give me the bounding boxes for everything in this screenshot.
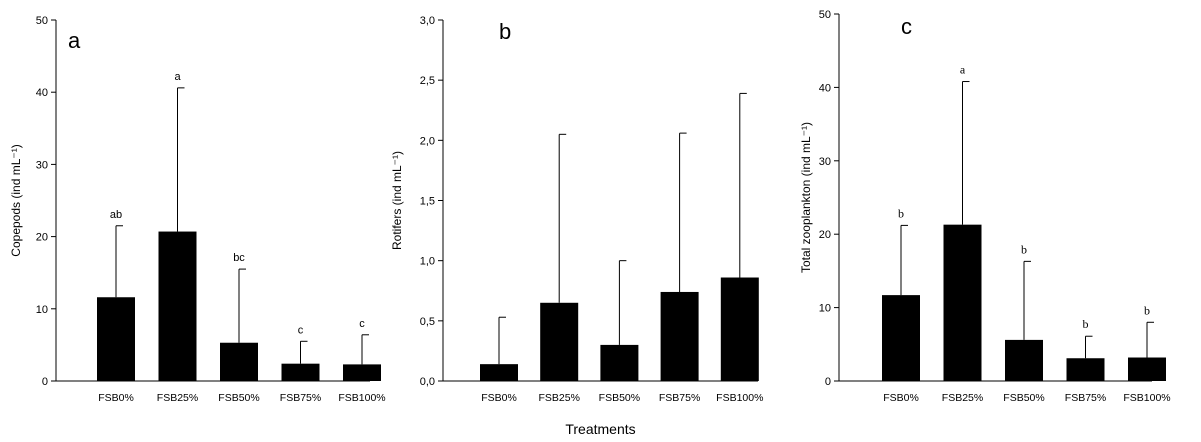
bar	[600, 344, 639, 381]
bar	[720, 277, 759, 381]
y-tick-label: 0	[42, 376, 48, 388]
chart-panel-c: 0 10 20 30 40 50 FSB0% b FSB25% a FSB50% b FSB75% b FS…	[799, 9, 1171, 404]
significance-letter: a	[960, 63, 966, 77]
y-axis-title: Total zooplankton (ind mL⁻¹)	[799, 122, 813, 273]
significance-letter: b	[898, 206, 904, 220]
significance-letter: c	[359, 318, 365, 330]
y-tick-label: 1,5	[420, 196, 435, 208]
x-tick-label: FSB25%	[157, 392, 198, 404]
significance-letter: ab	[110, 209, 122, 221]
y-tick-label: 30	[36, 159, 48, 171]
chart-panel-a: 0 10 20 30 40 50 FSB0% ab FSB25% a FSB50% bc FSB75% c…	[9, 15, 386, 404]
x-tick-label: FSB0%	[883, 392, 919, 404]
y-axis-title: Rotifers (ind mL⁻¹)	[390, 151, 404, 250]
y-tick-label: 20	[36, 232, 48, 244]
bar	[1005, 339, 1043, 381]
bar	[1066, 358, 1105, 381]
x-tick-label: FSB50%	[1003, 392, 1044, 404]
x-tick-label: FSB75%	[659, 392, 700, 404]
x-tick-label: FSB100%	[716, 392, 763, 404]
y-tick-label: 40	[819, 82, 831, 94]
significance-letter: a	[174, 71, 181, 83]
x-tick-label: FSB0%	[481, 392, 517, 404]
significance-letter: b	[1083, 317, 1089, 331]
x-tick-label: FSB75%	[1065, 392, 1106, 404]
x-tick-label: FSB50%	[218, 392, 259, 404]
x-tick-label: FSB25%	[942, 392, 983, 404]
bar	[540, 302, 579, 381]
x-tick-label: FSB0%	[98, 392, 134, 404]
x-tick-label: FSB50%	[599, 392, 640, 404]
bar	[480, 364, 518, 381]
y-tick-label: 40	[36, 87, 48, 99]
bar	[660, 291, 699, 381]
significance-letter: b	[1021, 242, 1027, 256]
chart-panel-b: 0,0 0,5 1,0 1,5 2,0 2,5 3,0 FSB0% FSB25% FSB50% FS…	[390, 15, 763, 404]
x-tick-label: FSB75%	[280, 392, 321, 404]
bar	[281, 363, 320, 381]
significance-letter: bc	[233, 252, 245, 264]
y-axis-title: Copepods (ind mL⁻¹)	[9, 144, 23, 256]
bar	[343, 364, 381, 381]
bar	[97, 297, 135, 381]
bar	[882, 295, 920, 381]
y-tick-label: 2,5	[420, 75, 435, 87]
y-tick-label: 0	[825, 376, 831, 388]
y-tick-label: 3,0	[420, 15, 435, 27]
significance-letter: b	[1144, 303, 1150, 317]
y-tick-label: 10	[36, 304, 48, 316]
y-tick-label: 50	[819, 9, 831, 21]
bar	[220, 342, 258, 381]
y-tick-label: 2,0	[420, 135, 435, 147]
panel-letter: c	[901, 14, 912, 39]
y-tick-label: 30	[819, 156, 831, 168]
panel-letter: b	[499, 19, 511, 44]
panel-letter: a	[68, 28, 81, 53]
bar	[1128, 357, 1166, 381]
y-tick-label: 50	[36, 15, 48, 27]
bar	[158, 231, 197, 381]
y-tick-label: 0,0	[420, 376, 435, 388]
y-tick-label: 0,5	[420, 316, 435, 328]
y-tick-label: 1,0	[420, 256, 435, 268]
y-tick-label: 10	[819, 303, 831, 315]
x-tick-label: FSB100%	[1123, 392, 1170, 404]
bar	[943, 224, 982, 381]
significance-letter: c	[298, 324, 304, 336]
x-tick-label: FSB25%	[538, 392, 579, 404]
shared-x-axis-title: Treatments	[565, 421, 636, 437]
y-tick-label: 20	[819, 229, 831, 241]
x-tick-label: FSB100%	[338, 392, 385, 404]
